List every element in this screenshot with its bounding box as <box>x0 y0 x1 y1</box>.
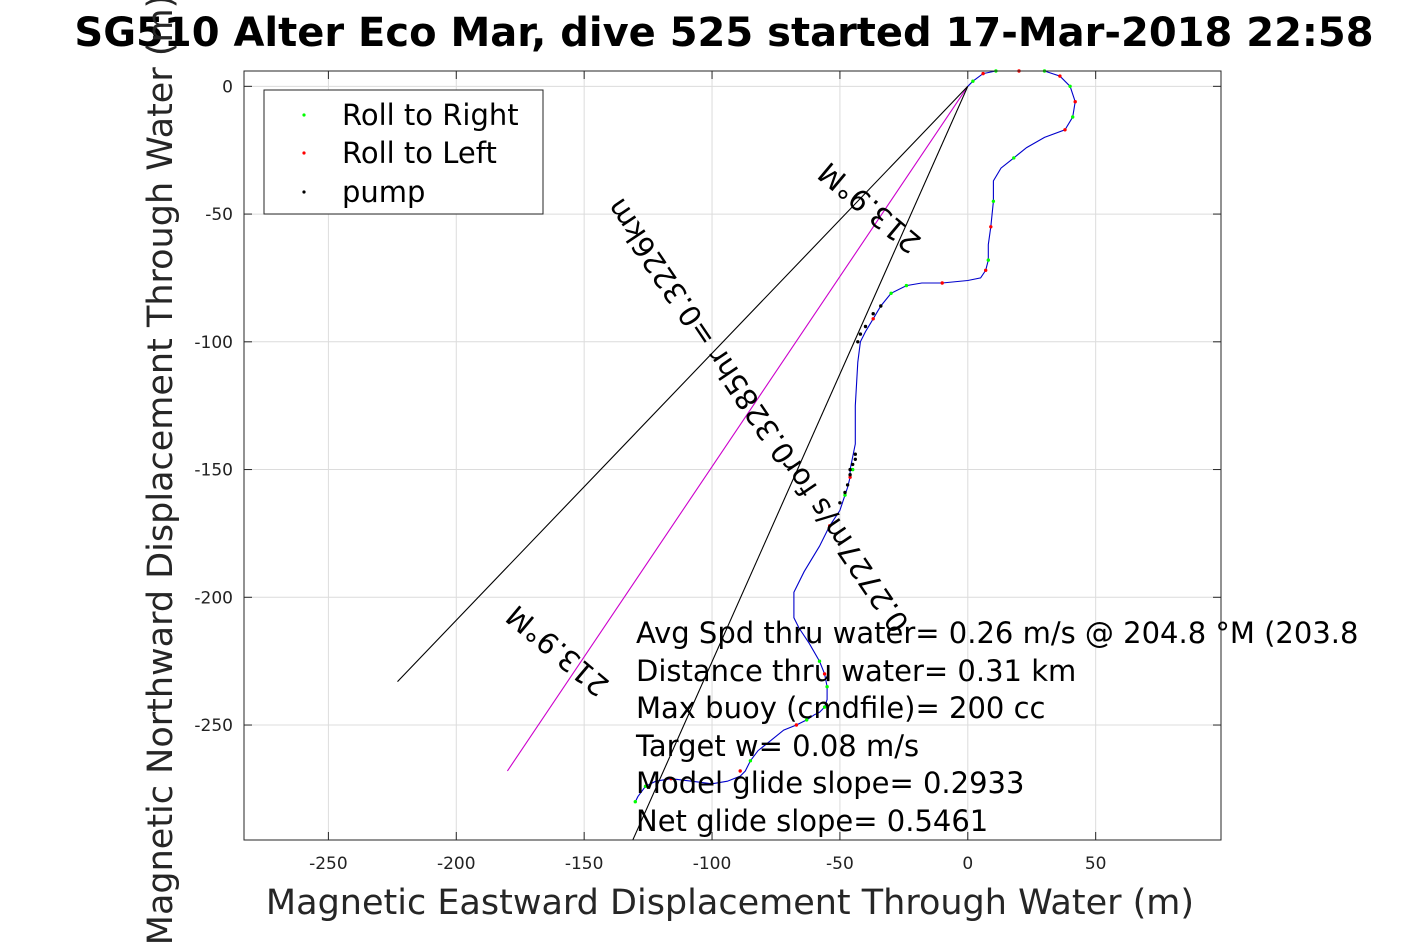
roll-right-marker <box>971 79 975 83</box>
pump-marker <box>858 332 863 336</box>
markers <box>633 69 1077 804</box>
pump-marker <box>838 501 842 505</box>
x-axis-label: Magnetic Eastward Displacement Through W… <box>266 883 1194 923</box>
annotation-target-w: Target w= 0.08 m/s <box>635 729 919 763</box>
legend-marker-roll-right <box>302 113 306 117</box>
y-tick-label: -50 <box>205 205 233 225</box>
roll-left-marker <box>822 672 827 676</box>
roll-left-marker <box>984 268 988 272</box>
legend-marker-roll-left <box>302 151 306 155</box>
annotation-model-glide: Model glide slope= 0.2933 <box>636 766 1024 800</box>
annotation-net-glide: Net glide slope= 0.5461 <box>636 804 988 838</box>
roll-left-marker <box>1063 128 1067 132</box>
roll-left-marker <box>981 71 985 76</box>
pump-marker <box>863 324 868 329</box>
roll-right-marker <box>822 705 827 709</box>
x-tick-label: 0 <box>962 854 973 874</box>
roll-right-marker <box>991 199 996 203</box>
annotation-max-buoy: Max buoy (cmdfile)= 200 cc <box>636 691 1045 725</box>
y-tick-label: -150 <box>194 461 233 481</box>
roll-right-marker <box>1068 84 1072 89</box>
plot-frame <box>243 70 1222 841</box>
pump-marker <box>848 467 852 472</box>
roll-right-marker <box>889 291 893 295</box>
y-tick-label: 0 <box>222 77 233 97</box>
pump-marker <box>851 462 855 467</box>
pump-marker <box>853 457 857 461</box>
x-tick-label: -100 <box>693 854 732 874</box>
legend: Roll to Right Roll to Left pump <box>263 89 544 215</box>
roll-left-marker <box>848 475 852 479</box>
x-tick-label: -150 <box>565 854 604 874</box>
legend-label-roll-right: Roll to Right <box>342 98 519 132</box>
roll-right-marker <box>633 800 637 804</box>
x-tick-label: -200 <box>437 854 476 874</box>
legend-box <box>263 89 544 215</box>
annotation-distance: Distance thru water= 0.31 km <box>636 654 1076 688</box>
chart-title: SG510 Alter Eco Mar, dive 525 started 17… <box>74 10 1373 56</box>
track-line <box>634 70 1076 802</box>
roll-right-marker <box>904 283 909 288</box>
y-axis-label: Magnetic Northward Displacement Through … <box>141 0 181 945</box>
lower-heading-line <box>632 86 969 841</box>
y-tick-label: -250 <box>194 716 233 736</box>
pump-marker <box>871 312 875 316</box>
annotation-avg-speed: Avg Spd thru water= 0.26 m/s @ 204.8 °M … <box>636 616 1358 650</box>
roll-right-marker <box>817 659 822 663</box>
roll-left-marker <box>1073 100 1077 104</box>
pump-marker <box>853 452 857 456</box>
x-tick-label: -50 <box>826 854 854 874</box>
roll-right-marker <box>643 784 648 788</box>
roll-right-marker <box>986 258 990 262</box>
roll-right-marker <box>843 493 847 497</box>
pump-marker <box>843 490 847 495</box>
roll-right-marker <box>748 759 753 763</box>
pump-marker <box>848 473 852 477</box>
legend-label-roll-left: Roll to Left <box>342 136 497 170</box>
legend-marker-pump <box>302 190 306 194</box>
y-tick-label: -200 <box>194 588 233 608</box>
x-ticks: -250 -200 -150 -100 -50 0 50 <box>309 71 1106 874</box>
roll-left-marker <box>669 777 673 781</box>
pump-marker <box>856 340 860 344</box>
roll-left-marker <box>828 524 832 528</box>
pump-marker <box>879 304 883 308</box>
roll-right-marker <box>805 718 809 722</box>
legend-label-pump: pump <box>342 175 425 209</box>
series-lines <box>397 70 1076 841</box>
y-tick-label: -100 <box>194 333 233 353</box>
roll-left-marker <box>1058 74 1062 78</box>
roll-left-marker <box>738 769 742 773</box>
roll-right-marker <box>1012 156 1016 160</box>
roll-right-marker <box>851 467 855 472</box>
pump-marker <box>845 483 850 487</box>
y-ticks: 0 -50 -100 -150 -200 -250 <box>194 77 1221 736</box>
roll-right-marker <box>825 685 829 689</box>
mean-course-line <box>506 85 969 772</box>
x-tick-label: 50 <box>1085 854 1107 874</box>
x-tick-label: -250 <box>309 854 348 874</box>
roll-left-marker <box>989 225 993 229</box>
upper-heading-line <box>397 85 969 682</box>
roll-left-marker <box>794 723 799 727</box>
stats-annotations: Avg Spd thru water= 0.26 m/s @ 204.8 °M … <box>635 616 1358 838</box>
roll-left-marker <box>940 281 944 285</box>
roll-right-marker <box>1071 115 1075 119</box>
roll-left-marker <box>871 317 875 321</box>
